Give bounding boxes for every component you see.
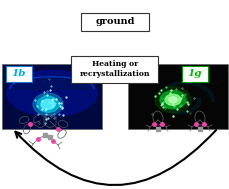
Bar <box>2 64 101 129</box>
Ellipse shape <box>168 97 176 103</box>
Text: 1b: 1b <box>12 70 26 78</box>
Ellipse shape <box>7 70 97 116</box>
FancyBboxPatch shape <box>181 66 207 82</box>
Text: ground: ground <box>95 18 134 26</box>
Text: 1g: 1g <box>187 70 201 78</box>
Ellipse shape <box>164 94 180 105</box>
Text: Heating or
recrystallization: Heating or recrystallization <box>79 60 150 78</box>
Bar <box>128 64 227 129</box>
FancyBboxPatch shape <box>81 13 148 31</box>
Polygon shape <box>10 77 94 89</box>
Ellipse shape <box>41 99 55 109</box>
Ellipse shape <box>154 87 190 113</box>
FancyBboxPatch shape <box>6 66 32 82</box>
FancyBboxPatch shape <box>71 56 158 83</box>
Ellipse shape <box>37 96 59 112</box>
Ellipse shape <box>33 93 63 115</box>
Ellipse shape <box>159 91 185 109</box>
